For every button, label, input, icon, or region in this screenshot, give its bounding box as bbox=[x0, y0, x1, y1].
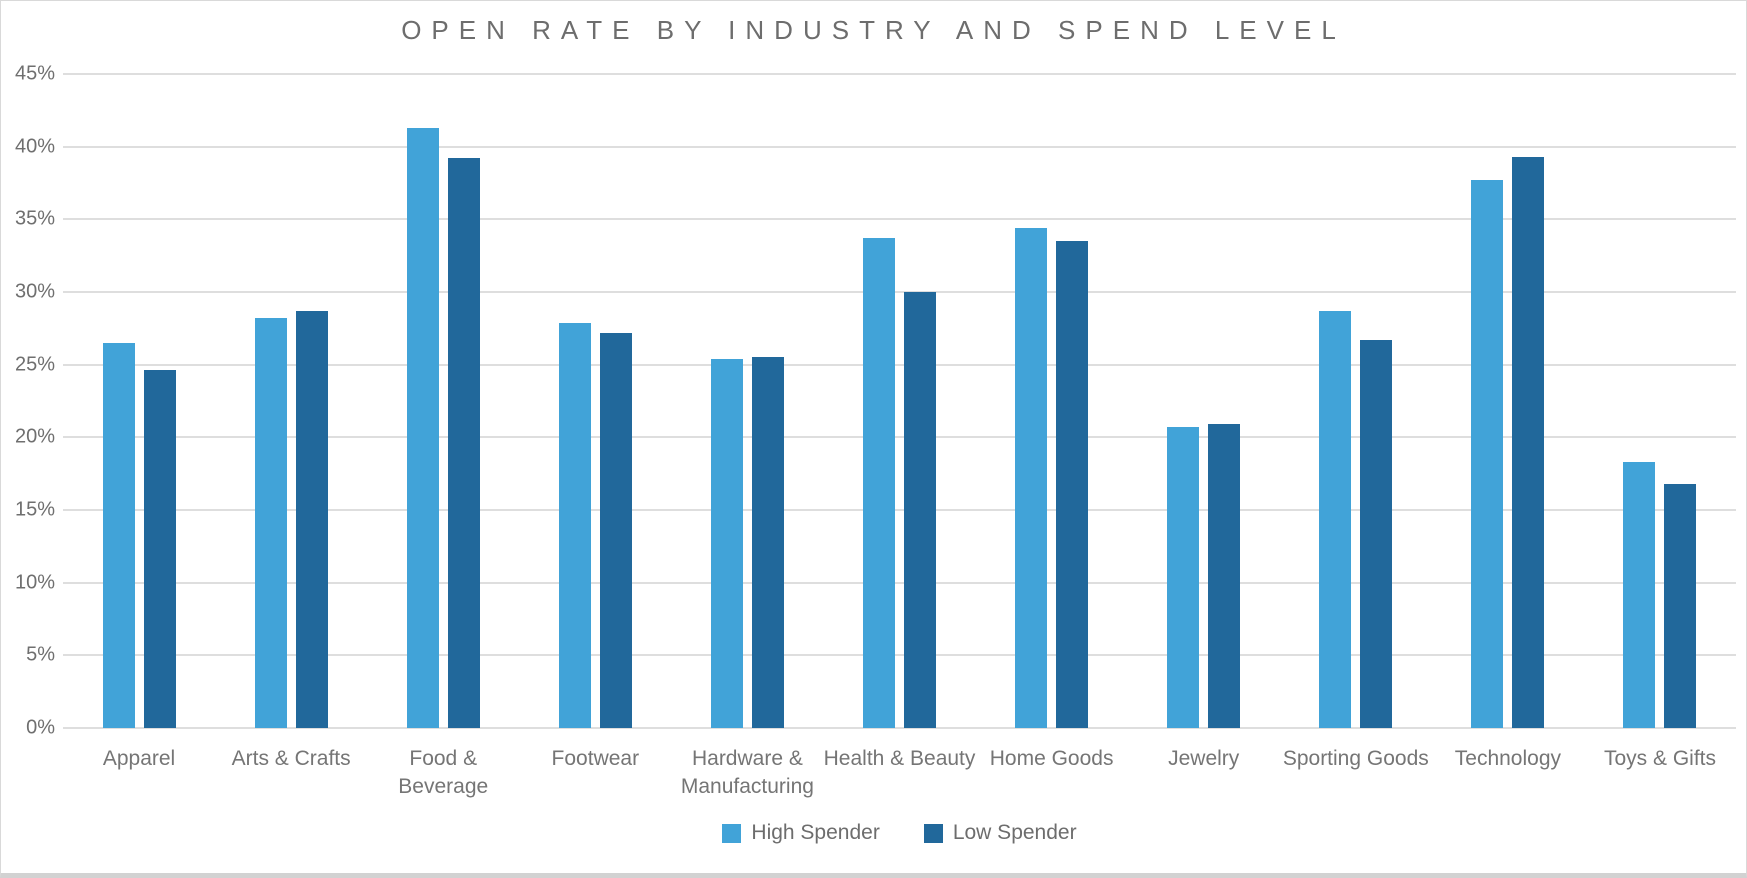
bar-group-footwear bbox=[519, 74, 671, 728]
gridline bbox=[63, 581, 1736, 584]
bar-low-spender bbox=[599, 332, 632, 728]
legend-swatch-low-spender bbox=[923, 823, 943, 843]
bar-low-spender bbox=[143, 370, 176, 728]
bar-low-spender bbox=[447, 158, 480, 728]
legend-item-high-spender: High Spender bbox=[722, 821, 880, 845]
category-label: Toys & Gifts bbox=[1603, 747, 1716, 770]
category-label: Arts & Crafts bbox=[231, 747, 351, 770]
bar-high-spender bbox=[558, 322, 591, 728]
bar-high-spender bbox=[710, 358, 743, 728]
bar-low-spender bbox=[295, 310, 328, 728]
gridline bbox=[63, 363, 1736, 366]
y-tick-label: 30% bbox=[14, 280, 55, 303]
legend-swatch-high-spender bbox=[722, 823, 742, 843]
category-label: Footwear bbox=[551, 747, 640, 770]
y-tick-label: 35% bbox=[14, 207, 55, 230]
bar-group-apparel bbox=[63, 74, 215, 728]
bar-low-spender bbox=[1360, 339, 1393, 728]
y-tick-label: 0% bbox=[26, 716, 55, 739]
bar-low-spender bbox=[1208, 424, 1241, 728]
gridline bbox=[63, 218, 1736, 221]
bar-low-spender bbox=[1512, 156, 1545, 728]
bar-group-home-goods bbox=[976, 74, 1128, 728]
bar-high-spender bbox=[1319, 310, 1352, 728]
bar-low-spender bbox=[751, 357, 784, 728]
bar-group-health-beauty bbox=[823, 74, 975, 728]
bar-high-spender bbox=[1623, 462, 1656, 728]
gridline bbox=[63, 73, 1736, 75]
chart-title: OPEN RATE BY INDUSTRY AND SPEND LEVEL bbox=[401, 15, 1346, 45]
y-tick-label: 45% bbox=[14, 62, 55, 85]
bar-group-sporting-goods bbox=[1280, 74, 1432, 728]
bar-low-spender bbox=[904, 292, 937, 728]
gridline bbox=[63, 509, 1736, 512]
category-label: Jewelry bbox=[1168, 747, 1240, 770]
gridline bbox=[63, 654, 1736, 657]
y-tick-label: 10% bbox=[14, 571, 55, 594]
legend-label: Low Spender bbox=[952, 821, 1077, 844]
y-tick-label: 5% bbox=[26, 643, 55, 666]
bar-group-toys-gifts bbox=[1584, 74, 1736, 728]
bar-group-food-beverage bbox=[367, 74, 519, 728]
bar-group-hardware-manufacturing bbox=[671, 74, 823, 728]
legend: High Spender Low Spender bbox=[63, 821, 1736, 845]
plot-area: 0% 5% 10% 15% 20% 25% 30% 35% 40% 45% bbox=[15, 63, 1736, 739]
bar-high-spender bbox=[1471, 180, 1504, 728]
category-label: Technology bbox=[1454, 747, 1562, 770]
y-tick-label: 15% bbox=[14, 498, 55, 521]
bar-high-spender bbox=[1015, 228, 1048, 728]
gridline bbox=[63, 727, 1736, 729]
bar-group-jewelry bbox=[1128, 74, 1280, 728]
bar-high-spender bbox=[254, 318, 287, 728]
bar-high-spender bbox=[406, 127, 439, 728]
x-axis-labels: Apparel Arts & Crafts Food & Beverage Footw… bbox=[63, 745, 1736, 800]
gridline bbox=[63, 145, 1736, 148]
gridline bbox=[63, 436, 1736, 439]
category-label: Food & Beverage bbox=[398, 747, 489, 798]
bar-high-spender bbox=[102, 342, 135, 728]
bar-high-spender bbox=[863, 238, 896, 728]
bars-row bbox=[63, 74, 1736, 728]
y-tick-label: 25% bbox=[14, 353, 55, 376]
bar-low-spender bbox=[1056, 241, 1089, 728]
legend-label: High Spender bbox=[751, 821, 880, 844]
bar-group-arts-crafts bbox=[215, 74, 367, 728]
category-label: Health & Beauty bbox=[823, 747, 976, 770]
bar-high-spender bbox=[1167, 427, 1200, 728]
category-label: Sporting Goods bbox=[1282, 747, 1429, 770]
gridline bbox=[63, 291, 1736, 294]
y-tick-label: 40% bbox=[14, 135, 55, 158]
category-label: Home Goods bbox=[989, 747, 1114, 770]
category-label: Hardware & Manufacturing bbox=[680, 747, 814, 798]
legend-item-low-spender: Low Spender bbox=[923, 821, 1077, 845]
bar-low-spender bbox=[1664, 483, 1697, 728]
bar-group-technology bbox=[1432, 74, 1584, 728]
category-label: Apparel bbox=[102, 747, 176, 770]
y-tick-label: 20% bbox=[14, 425, 55, 448]
